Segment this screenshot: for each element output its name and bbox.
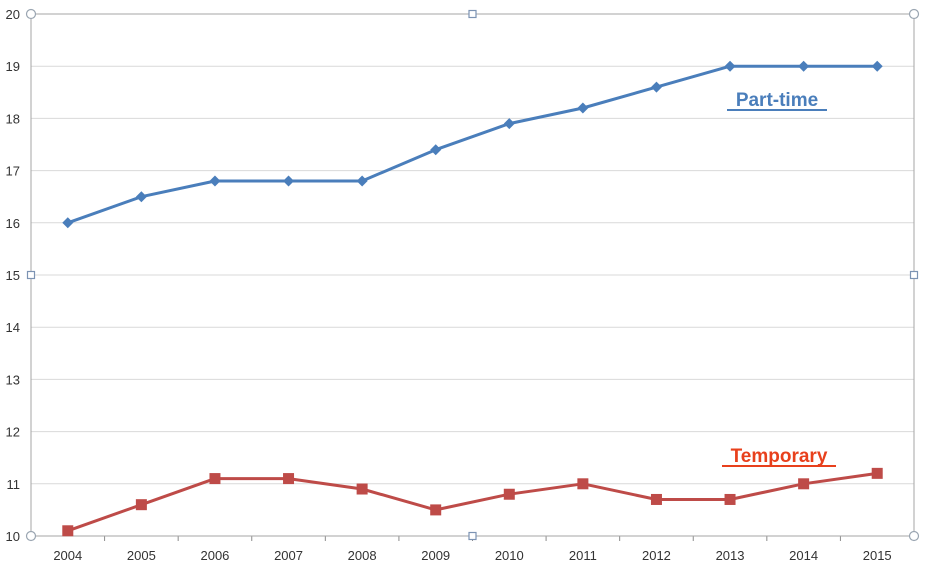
data-point-marker — [283, 175, 295, 187]
x-tick-label: 2005 — [127, 548, 156, 563]
y-tick-label: 19 — [6, 59, 20, 74]
data-point-marker — [135, 191, 147, 203]
data-point-marker — [430, 144, 442, 156]
series-line-1 — [66, 471, 879, 533]
series-layer — [62, 60, 883, 537]
part-time-series-label: Part-time — [736, 90, 818, 111]
x-tick-label: 2009 — [421, 548, 450, 563]
data-point-marker — [62, 217, 74, 229]
y-tick-label: 15 — [6, 268, 20, 283]
corner-resize-handle[interactable] — [908, 8, 920, 20]
data-point-marker — [724, 493, 736, 505]
corner-resize-handle[interactable] — [25, 8, 37, 20]
x-tick-label: 2010 — [495, 548, 524, 563]
plot-area-frame[interactable] — [25, 8, 920, 542]
data-point-marker — [798, 60, 810, 72]
y-axis-ticks: 10 11 12 13 14 15 16 17 18 19 20 — [6, 7, 20, 544]
data-point-marker — [209, 473, 221, 485]
side-resize-handle[interactable] — [468, 531, 477, 541]
data-point-marker — [430, 504, 442, 516]
data-point-marker — [577, 478, 589, 490]
data-point-marker — [871, 60, 883, 72]
data-point-marker — [503, 488, 515, 500]
side-resize-handle[interactable] — [26, 270, 36, 280]
x-tick-label: 2007 — [274, 548, 303, 563]
data-point-marker — [650, 81, 662, 93]
data-point-marker — [135, 499, 147, 511]
y-tick-label: 18 — [6, 111, 20, 126]
data-point-marker — [724, 60, 736, 72]
x-tick-label: 2013 — [716, 548, 745, 563]
data-point-marker — [62, 525, 74, 537]
data-point-marker — [209, 175, 221, 187]
x-tick-label: 2014 — [789, 548, 818, 563]
x-tick-label: 2011 — [569, 548, 597, 563]
data-point-marker — [283, 473, 295, 485]
series-line-0 — [66, 64, 879, 225]
data-point-marker — [650, 493, 662, 505]
corner-resize-handle[interactable] — [908, 530, 920, 542]
x-tick-label: 2004 — [53, 548, 82, 563]
y-tick-label: 14 — [6, 320, 20, 335]
series-labels: Part-time Temporary — [722, 90, 836, 467]
y-tick-label: 20 — [6, 7, 20, 22]
x-tick-label: 2008 — [348, 548, 377, 563]
y-tick-label: 10 — [6, 529, 20, 544]
x-tick-label: 2012 — [642, 548, 671, 563]
data-point-marker — [503, 118, 515, 130]
data-point-marker — [577, 102, 589, 114]
side-resize-handle[interactable] — [909, 270, 919, 280]
data-point-marker — [871, 467, 883, 479]
x-tick-label: 2015 — [863, 548, 892, 563]
y-tick-label: 11 — [7, 477, 21, 492]
y-tick-label: 12 — [6, 425, 20, 440]
corner-resize-handle[interactable] — [25, 530, 37, 542]
data-point-marker — [356, 175, 368, 187]
data-point-marker — [798, 478, 810, 490]
y-tick-label: 16 — [6, 216, 20, 231]
temporary-series-label: Temporary — [731, 446, 828, 467]
data-point-marker — [356, 483, 368, 495]
y-tick-label: 17 — [6, 164, 20, 179]
side-resize-handle[interactable] — [468, 9, 477, 19]
y-tick-label: 13 — [6, 372, 20, 387]
x-tick-label: 2006 — [200, 548, 229, 563]
